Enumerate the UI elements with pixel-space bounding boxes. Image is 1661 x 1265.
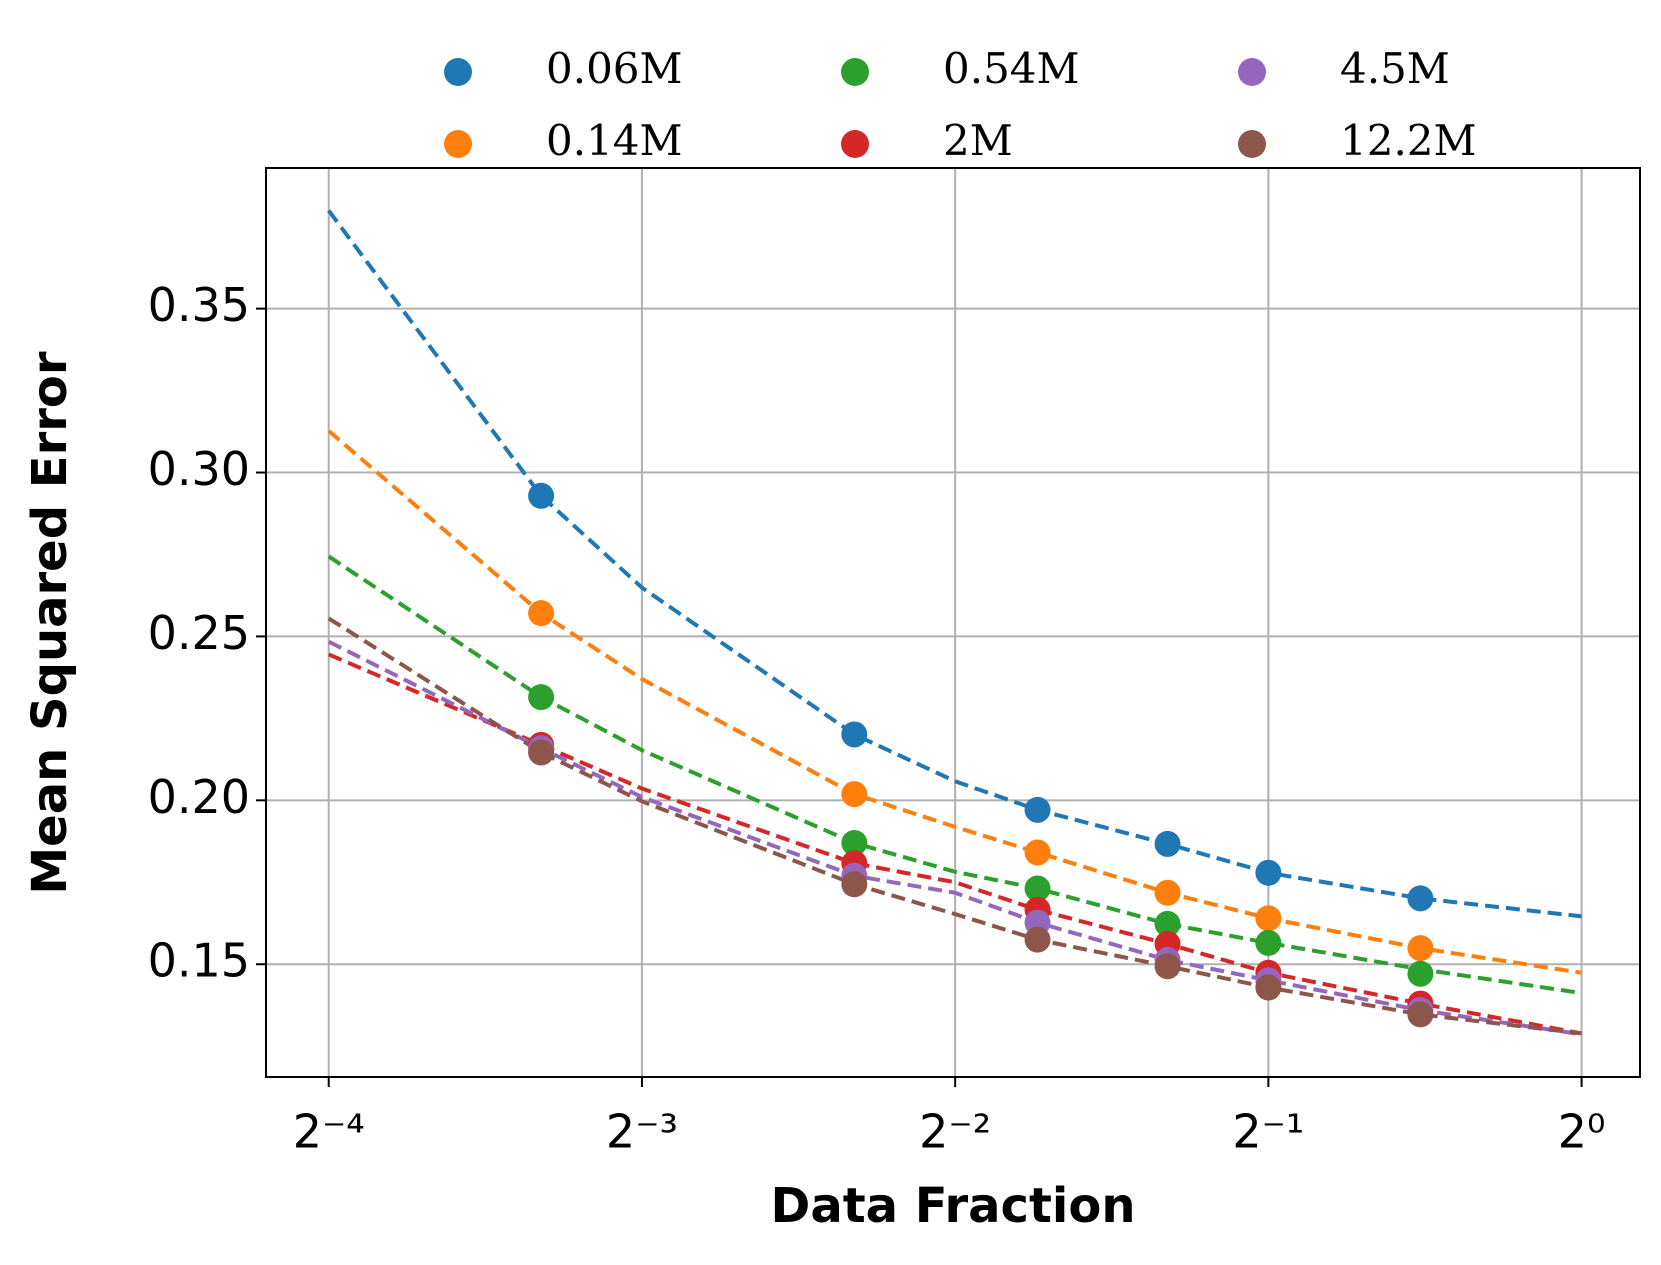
- fit-line: [327, 554, 1582, 996]
- y-tick-label: 0.35: [148, 278, 250, 332]
- point: [1407, 935, 1434, 962]
- point: [1255, 905, 1282, 932]
- plot-frame: [265, 167, 1641, 1078]
- y-tick-label: 0.25: [148, 606, 250, 660]
- point: [1255, 929, 1282, 956]
- x-axis-label: Data Fraction: [770, 1178, 1135, 1234]
- point: [841, 781, 868, 808]
- legend-marker: [1238, 58, 1266, 86]
- x-tick-label: 2⁻¹: [1232, 1105, 1304, 1159]
- x-tick-label: 2⁻⁴: [293, 1105, 365, 1159]
- point: [1407, 1001, 1434, 1028]
- legend-marker: [841, 58, 869, 86]
- point: [841, 721, 868, 748]
- y-tick-label: 0.20: [148, 770, 250, 824]
- point: [1407, 885, 1434, 912]
- legend-label: 0.06M: [546, 44, 683, 93]
- legend-marker: [841, 130, 869, 158]
- legend-label: 0.14M: [546, 116, 683, 165]
- point: [1024, 926, 1051, 953]
- legend-marker: [444, 58, 472, 86]
- point: [1255, 859, 1282, 886]
- y-axis-label: Mean Squared Error: [22, 351, 78, 894]
- fit-line: [327, 209, 1582, 919]
- point: [528, 600, 555, 627]
- legend-label: 2M: [943, 116, 1013, 165]
- y-tick-label: 0.15: [148, 934, 250, 988]
- fit-line: [327, 616, 1582, 1036]
- x-tick-label: 2⁻³: [606, 1105, 678, 1159]
- point: [1024, 796, 1051, 823]
- point: [1154, 879, 1181, 906]
- y-tick-label: 0.30: [148, 442, 250, 496]
- point: [1407, 960, 1434, 987]
- fit-line: [327, 652, 1582, 1036]
- legend-marker: [444, 130, 472, 158]
- point: [1024, 875, 1051, 902]
- fit-line: [327, 639, 1582, 1037]
- legend-label: 12.2M: [1340, 116, 1477, 165]
- x-tick-label: 2⁰: [1558, 1105, 1606, 1159]
- point: [841, 871, 868, 898]
- point: [528, 482, 555, 509]
- legend-label: 0.54M: [943, 44, 1080, 93]
- point: [528, 684, 555, 711]
- point: [841, 829, 868, 856]
- point: [1154, 953, 1181, 980]
- point: [528, 739, 555, 766]
- point: [1154, 910, 1181, 937]
- point: [1255, 974, 1282, 1001]
- fit-line: [327, 429, 1582, 975]
- legend-label: 4.5M: [1340, 44, 1450, 93]
- legend-marker: [1238, 130, 1266, 158]
- point: [1154, 830, 1181, 857]
- point: [1024, 839, 1051, 866]
- x-tick-label: 2⁻²: [919, 1105, 991, 1159]
